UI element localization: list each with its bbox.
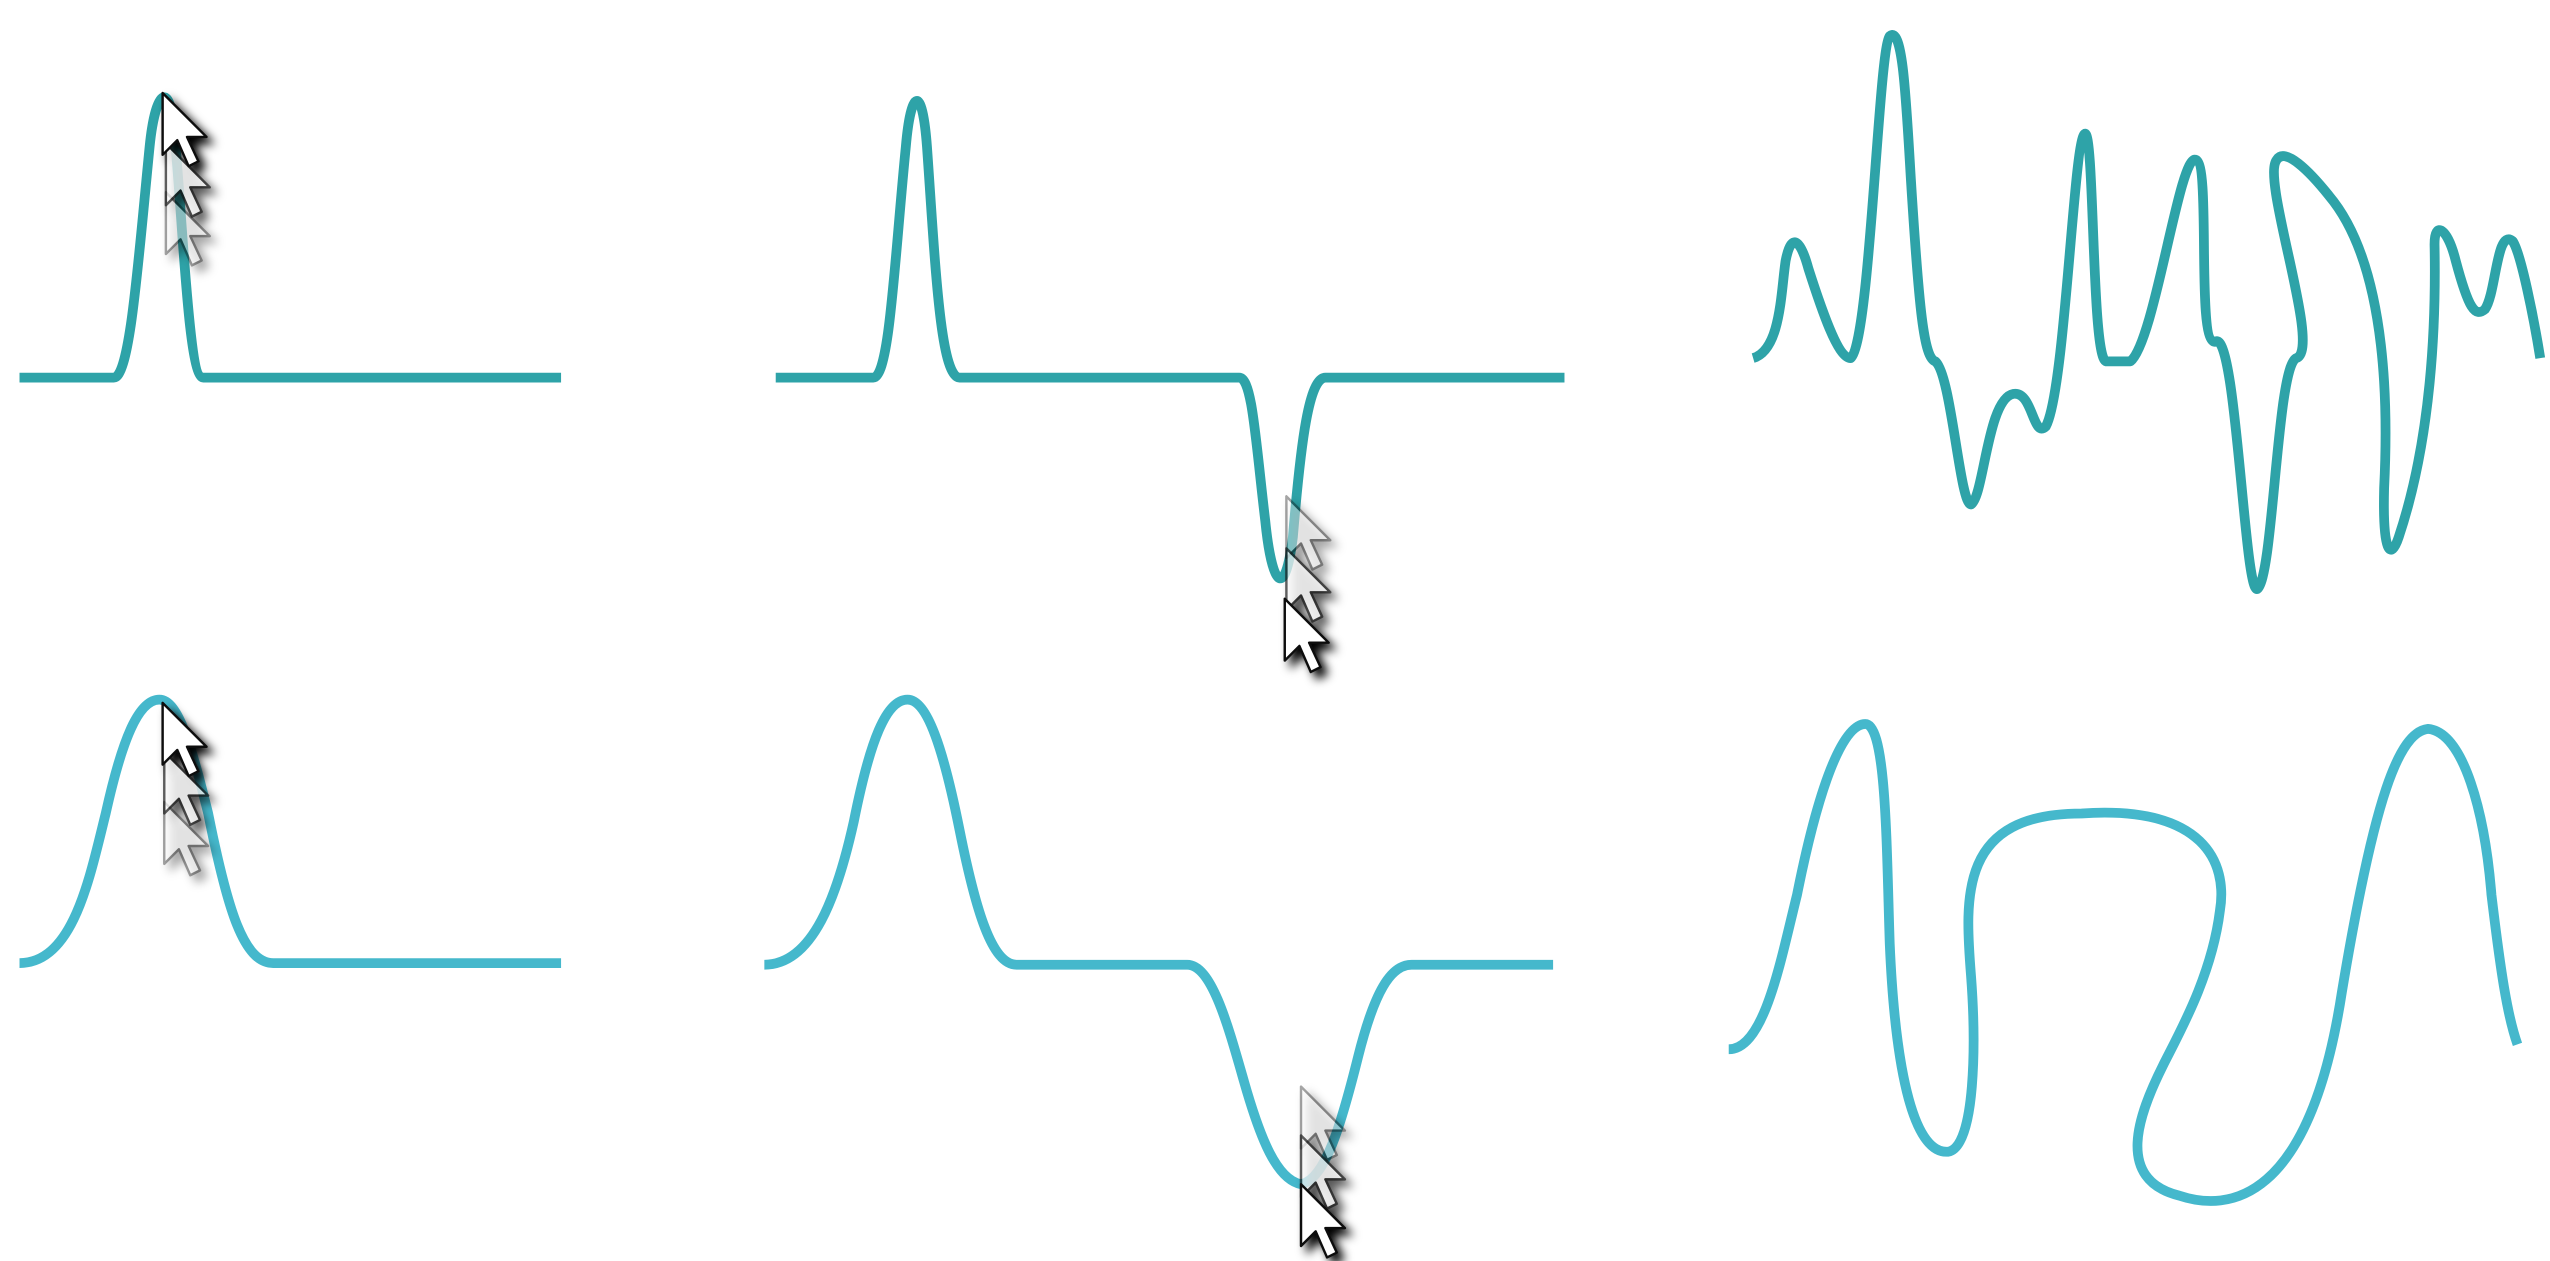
cursor-trail (161, 701, 210, 877)
cursor-trail (1283, 495, 1332, 674)
cursor-trail (161, 91, 212, 267)
curve (764, 694, 1554, 1190)
curve (1751, 30, 2546, 594)
curve (1727, 719, 2523, 1206)
curve (19, 92, 562, 383)
curve (19, 694, 562, 968)
curve (775, 96, 1565, 584)
